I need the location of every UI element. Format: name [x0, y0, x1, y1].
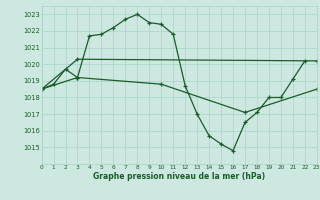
X-axis label: Graphe pression niveau de la mer (hPa): Graphe pression niveau de la mer (hPa): [93, 172, 265, 181]
